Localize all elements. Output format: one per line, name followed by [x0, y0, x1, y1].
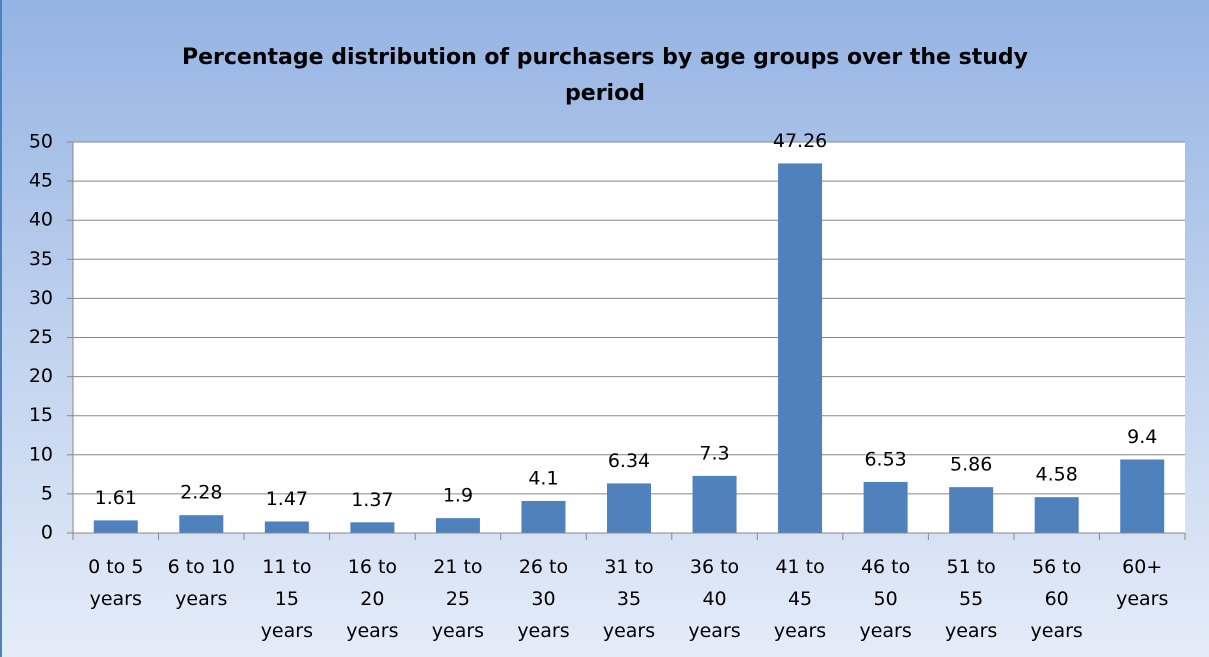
- y-tick-label: 30: [29, 287, 53, 309]
- data-label: 4.58: [1036, 464, 1078, 486]
- bar: [435, 518, 480, 533]
- y-tick-label: 0: [41, 522, 53, 544]
- y-tick-label: 20: [29, 365, 53, 387]
- x-tick-label: 31 to 35 years: [603, 556, 655, 642]
- bar: [93, 520, 138, 533]
- bar: [179, 515, 224, 533]
- y-tick-label: 50: [29, 131, 53, 153]
- bar: [1120, 459, 1165, 533]
- x-tick-label-line: years: [1031, 620, 1083, 642]
- x-tick-label: 41 to 45 years: [774, 556, 826, 642]
- x-tick-label-line: 15: [275, 588, 299, 610]
- x-tick-label: 36 to 40 years: [688, 556, 740, 642]
- y-tick-label: 45: [29, 170, 53, 192]
- x-tick-label: 56 to 60 years: [1031, 556, 1083, 642]
- x-tick-label: 21 to 25 years: [432, 556, 484, 642]
- x-tick-label-line: 11 to: [262, 556, 311, 578]
- data-label: 1.9: [443, 485, 473, 507]
- bar: [1034, 497, 1079, 533]
- x-tick-label-line: 60: [1045, 588, 1069, 610]
- data-label: 6.34: [608, 450, 650, 472]
- data-label: 9.4: [1127, 426, 1157, 448]
- data-label: 1.47: [266, 488, 308, 510]
- x-tick-label: 6 to 10 years: [168, 556, 235, 610]
- bar: [350, 522, 395, 533]
- y-tick-label: 35: [29, 248, 53, 270]
- x-tick-label-line: 50: [874, 588, 898, 610]
- data-label: 6.53: [864, 448, 906, 470]
- x-tick-label-line: years: [859, 620, 911, 642]
- x-tick-label-line: 6 to 10: [168, 556, 235, 578]
- x-tick-label: 26 to 30 years: [517, 556, 569, 642]
- x-tick-label-line: years: [517, 620, 569, 642]
- x-tick-label-line: 36 to: [690, 556, 739, 578]
- x-tick-label-line: years: [175, 588, 227, 610]
- bar: [692, 475, 737, 533]
- x-tick-label: 51 to 55 years: [945, 556, 997, 642]
- x-tick-label-line: 41 to: [775, 556, 824, 578]
- x-tick-label: 0 to 5 years: [88, 556, 143, 610]
- data-label: 1.61: [95, 487, 137, 509]
- x-tick-label-line: years: [603, 620, 655, 642]
- bar: [863, 481, 908, 533]
- x-tick-label-line: 51 to: [947, 556, 996, 578]
- chart-title: Percentage distribution of purchasers by…: [182, 45, 1028, 106]
- x-tick-label: 46 to 50 years: [859, 556, 911, 642]
- x-tick-label-line: 46 to: [861, 556, 910, 578]
- y-tick-label: 15: [29, 404, 53, 426]
- x-tick-label-line: years: [774, 620, 826, 642]
- bar: [521, 500, 566, 533]
- bar: [778, 163, 823, 533]
- x-tick-label-line: 31 to: [604, 556, 653, 578]
- data-label: 7.3: [699, 442, 729, 464]
- x-tick-label-line: 0 to 5: [88, 556, 143, 578]
- x-tick-label-line: years: [688, 620, 740, 642]
- x-tick-label-line: 40: [702, 588, 726, 610]
- x-tick-label: 11 to 15 years: [261, 556, 313, 642]
- data-label: 4.1: [528, 467, 558, 489]
- x-tick-label-line: years: [346, 620, 398, 642]
- data-label: 2.28: [180, 482, 222, 504]
- x-tick-label-line: 30: [531, 588, 555, 610]
- data-label: 47.26: [773, 130, 827, 152]
- x-tick-label-line: 21 to: [433, 556, 482, 578]
- bar: [264, 521, 309, 533]
- x-tick-label-line: 55: [959, 588, 983, 610]
- data-label: 5.86: [950, 454, 992, 476]
- x-tick-label-line: years: [432, 620, 484, 642]
- x-tick-label-line: 56 to: [1032, 556, 1081, 578]
- x-tick-label-line: 25: [446, 588, 470, 610]
- x-tick-label-line: years: [90, 588, 142, 610]
- x-tick-label-line: 20: [360, 588, 384, 610]
- x-tick-label: 60+ years: [1116, 556, 1168, 610]
- data-label: 1.37: [351, 489, 393, 511]
- y-tick-label: 10: [29, 443, 53, 465]
- x-tick-label-line: 60+: [1122, 556, 1162, 578]
- y-tick-label: 5: [41, 482, 53, 504]
- x-tick-label-line: years: [1116, 588, 1168, 610]
- x-tick-label-line: 35: [617, 588, 641, 610]
- x-tick-label-line: years: [945, 620, 997, 642]
- x-tick-label-line: 45: [788, 588, 812, 610]
- y-tick-label: 25: [29, 326, 53, 348]
- x-tick-label-line: 26 to: [519, 556, 568, 578]
- bar: [949, 487, 994, 533]
- x-tick-label: 16 to 20 years: [346, 556, 398, 642]
- x-tick-label-line: 16 to: [348, 556, 397, 578]
- y-tick-label: 40: [29, 209, 53, 231]
- bar: [607, 483, 651, 533]
- x-tick-label-line: years: [261, 620, 313, 642]
